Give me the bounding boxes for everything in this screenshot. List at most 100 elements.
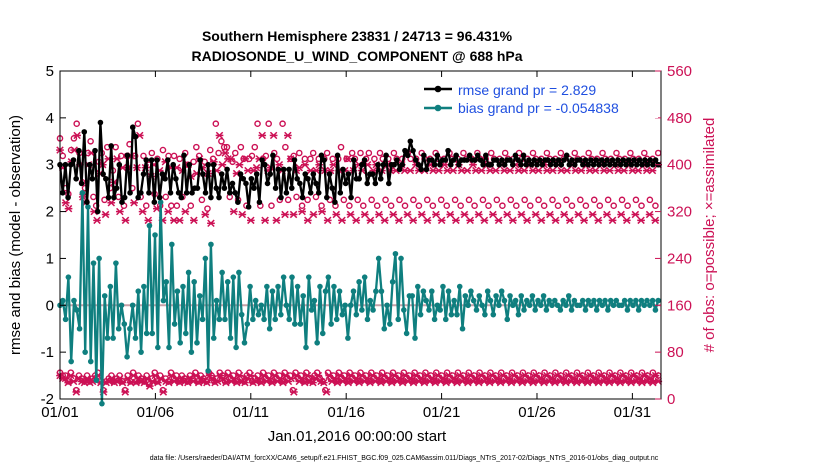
obs-low-assimilated-point xyxy=(572,378,581,387)
y-tick-label-right: 240 xyxy=(667,250,692,267)
rmse-point xyxy=(175,190,182,196)
rmse-point xyxy=(415,161,422,168)
rmse-point xyxy=(256,199,263,205)
bias-point xyxy=(230,274,237,280)
obs-low-assimilated-point xyxy=(651,371,660,380)
bias-point xyxy=(420,288,427,295)
bias-point xyxy=(613,297,620,304)
rmse-point xyxy=(569,157,575,163)
obs-possible-point xyxy=(368,196,375,204)
obs-assimilated-point xyxy=(566,216,574,225)
obs-possible-point xyxy=(646,196,654,204)
bias-point xyxy=(563,302,569,309)
rmse-point xyxy=(138,190,144,196)
rmse-point xyxy=(620,157,627,163)
obs-assimilated-point xyxy=(309,210,318,219)
bias-point xyxy=(470,297,477,304)
obs-assimilated-point xyxy=(631,210,640,219)
obs-low-assimilated-point xyxy=(314,371,323,380)
rmse-point xyxy=(170,161,176,168)
bias-point xyxy=(605,307,611,313)
bias-point xyxy=(373,288,379,295)
obs-possible-point xyxy=(193,143,200,151)
obs-assimilated-point xyxy=(360,210,369,219)
x-tick-label: 01/31 xyxy=(614,404,652,421)
rmse-point xyxy=(143,157,150,163)
rmse-point xyxy=(334,152,341,159)
obs-low-assimilated-point xyxy=(420,378,429,387)
obs-possible-point xyxy=(162,193,170,201)
rmse-point xyxy=(135,194,141,201)
rmse-point xyxy=(507,157,513,163)
rmse-point xyxy=(523,161,530,168)
obs-assimilated-point xyxy=(227,155,235,163)
bias-point xyxy=(356,279,362,285)
obs-low-assimilated-point xyxy=(232,378,241,387)
bias-point xyxy=(403,330,410,337)
bias-point xyxy=(493,293,499,299)
rmse-point xyxy=(412,157,419,163)
bias-point xyxy=(593,307,600,313)
obs-low-assimilated-point xyxy=(319,378,328,387)
obs-assimilated-point xyxy=(489,210,497,219)
bias-point xyxy=(135,288,142,295)
rmse-point xyxy=(383,152,389,159)
bias-point xyxy=(607,297,614,304)
rmse-point xyxy=(596,161,602,168)
obs-assimilated-point xyxy=(509,216,517,225)
rmse-point xyxy=(612,161,618,168)
obs-assimilated-point xyxy=(258,131,267,140)
obs-possible-point xyxy=(212,120,220,128)
rmse-point xyxy=(165,157,171,163)
obs-assimilated-point xyxy=(651,216,660,225)
obs-possible-point xyxy=(557,149,565,157)
rmse-point xyxy=(380,161,387,168)
obs-possible-point xyxy=(376,149,384,157)
bias-point xyxy=(160,297,167,304)
obs-assimilated-point xyxy=(73,131,81,140)
bias-point xyxy=(261,316,267,323)
bias-point xyxy=(182,330,189,337)
y-tick-label-left: 2 xyxy=(46,204,54,221)
rmse-point xyxy=(105,194,112,201)
rmse-point xyxy=(474,152,481,159)
bias-point xyxy=(428,288,435,295)
obs-assimilated-point xyxy=(190,216,198,225)
rmse-point xyxy=(272,185,279,191)
bias-point xyxy=(143,330,150,337)
chart-subtitle: RADIOSONDE_U_WIND_COMPONENT @ 688 hPa xyxy=(191,48,522,64)
bias-point xyxy=(610,302,617,309)
obs-possible-point xyxy=(590,196,598,204)
obs-assimilated-point xyxy=(346,210,355,219)
bias-point xyxy=(202,255,209,262)
obs-possible-point xyxy=(521,196,528,204)
rmse-point xyxy=(218,171,225,177)
rmse-point xyxy=(94,208,101,215)
bias-point xyxy=(213,297,220,304)
bias-point xyxy=(568,307,575,313)
bias-point xyxy=(579,297,586,304)
bias-point xyxy=(171,321,178,327)
rmse-point xyxy=(148,157,155,163)
obs-possible-point xyxy=(140,152,147,160)
rmse-point xyxy=(229,180,236,187)
rmse-point xyxy=(550,157,556,163)
obs-low-assimilated-point xyxy=(518,378,527,387)
obs-assimilated-point xyxy=(215,131,224,140)
obs-assimilated-point xyxy=(523,216,531,225)
obs-possible-point xyxy=(187,202,195,210)
obs-assimilated-point xyxy=(332,210,341,219)
bias-point xyxy=(551,297,558,304)
obs-possible-point xyxy=(529,149,537,157)
rmse-point xyxy=(280,166,287,173)
obs-possible-point xyxy=(577,196,584,204)
obs-possible-point xyxy=(307,155,314,163)
obs-low-assimilated-point xyxy=(175,378,184,387)
bias-point xyxy=(448,311,455,318)
obs-assimilated-point xyxy=(246,216,255,225)
rmse-point xyxy=(264,180,271,187)
rmse-point xyxy=(86,161,93,168)
obs-assimilated-point xyxy=(115,207,124,216)
rmse-point xyxy=(652,157,659,163)
rmse-point xyxy=(70,157,77,163)
